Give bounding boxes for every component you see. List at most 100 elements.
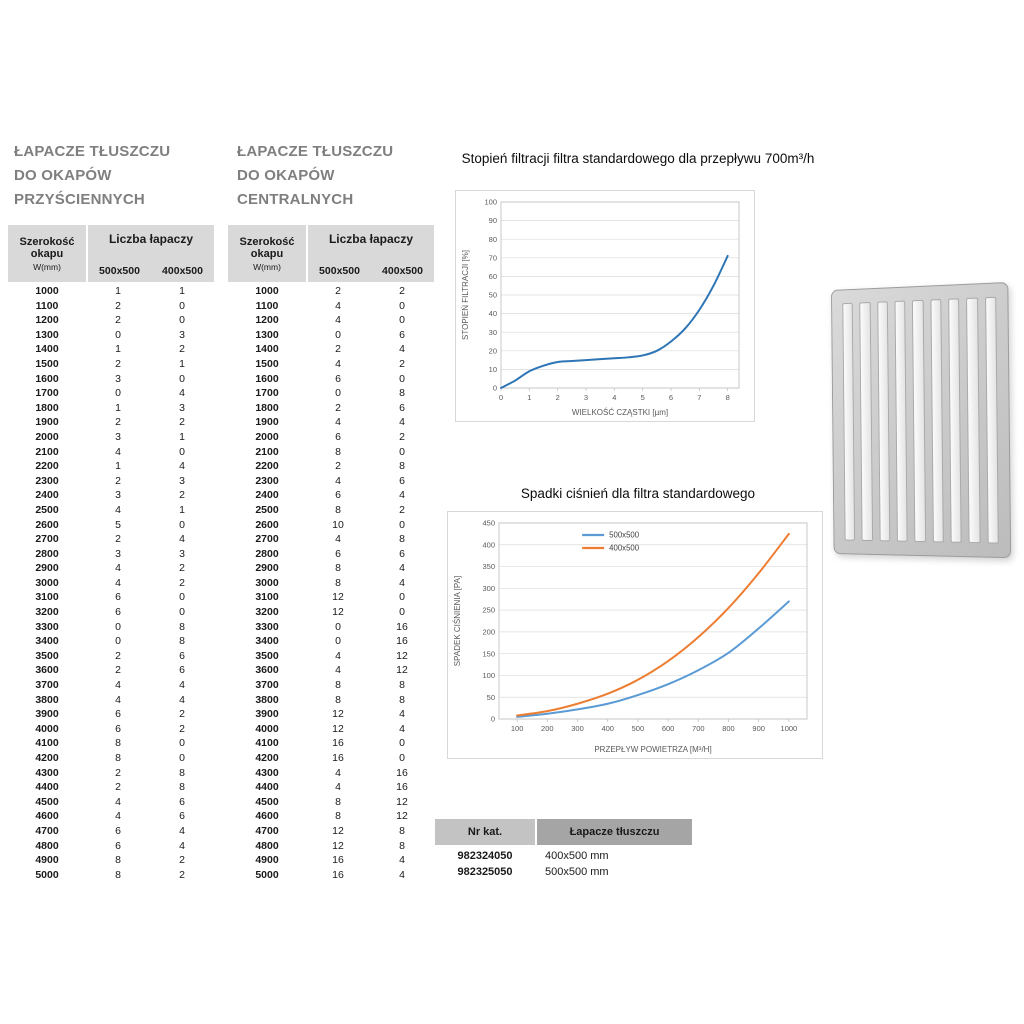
table-row: 4900 16 4 <box>228 853 434 868</box>
table-row: 2800 6 6 <box>228 547 434 562</box>
table-row: 1300 0 6 <box>228 328 434 343</box>
grease-filter-photo <box>830 281 1012 559</box>
table-row: 5000 8 2 <box>8 868 214 883</box>
svg-text:450: 450 <box>482 519 495 528</box>
table-cell: 2700 <box>35 533 59 546</box>
table-cell: 2 <box>115 649 121 662</box>
pressure-drop-chart-title: Spadki ciśnień dla filtra standardowego <box>520 486 756 501</box>
table-row: 3000 8 4 <box>228 576 434 591</box>
table-cell: 2 <box>115 416 121 429</box>
table-row: 2500 8 2 <box>228 503 434 518</box>
table-cell: 6 <box>115 591 121 604</box>
svg-text:50: 50 <box>489 291 497 300</box>
table-cell: 3500 <box>255 649 279 662</box>
filtration-chart-title: Stopień filtracji filtra standardowego d… <box>461 151 815 166</box>
table-cell: 2 <box>179 416 185 429</box>
table-cell: 0 <box>179 299 185 312</box>
table-row: 1300 0 3 <box>8 328 214 343</box>
filter-slat <box>876 301 891 542</box>
column-400x500: 400x500 <box>162 265 203 277</box>
table-cell: 3 <box>179 474 185 487</box>
svg-text:60: 60 <box>489 272 497 281</box>
table-cell: 4 <box>115 810 121 823</box>
table-row: 1100 4 0 <box>228 299 434 314</box>
table-cell: 5000 <box>255 868 279 881</box>
table-cell: 4 <box>115 576 121 589</box>
table-row: 4800 6 4 <box>8 839 214 854</box>
table-cell: 4600 <box>35 810 59 823</box>
table-cell: 3100 <box>255 591 279 604</box>
table-cell: 0 <box>179 752 185 764</box>
svg-text:400x500: 400x500 <box>609 544 640 553</box>
table-cell: 2 <box>335 343 341 356</box>
table-cell: 2 <box>399 430 405 443</box>
svg-text:0: 0 <box>491 715 495 724</box>
table-row: 3400 0 8 <box>8 634 214 649</box>
svg-text:8: 8 <box>726 393 730 402</box>
table-cell: 12 <box>396 664 408 677</box>
table-cell: 0 <box>115 328 121 341</box>
table-cell: 4 <box>115 679 121 692</box>
svg-text:1000: 1000 <box>781 724 798 733</box>
table-cell: 4500 <box>35 795 59 808</box>
table-row: 1900 4 4 <box>228 415 434 430</box>
table-row: 1500 4 2 <box>228 357 434 372</box>
table-row: 2300 2 3 <box>8 474 214 489</box>
table-row: 4100 16 0 <box>228 736 434 751</box>
svg-text:200: 200 <box>541 724 554 733</box>
svg-text:400: 400 <box>601 724 614 733</box>
table-cell: 8 <box>115 854 121 867</box>
table-row: 3800 4 4 <box>8 693 214 708</box>
table-cell: 6 <box>115 606 121 619</box>
table-cell: 4600 <box>255 810 279 823</box>
table-cell: 3800 <box>35 693 59 706</box>
svg-text:90: 90 <box>489 216 497 225</box>
table-cell: 6 <box>179 649 185 662</box>
svg-text:800: 800 <box>722 724 735 733</box>
table-cell: 8 <box>399 824 405 837</box>
table-cell: 3700 <box>255 679 279 692</box>
table-cell: 0 <box>179 372 185 385</box>
table-cell: 12 <box>332 708 344 721</box>
table-row: 3200 12 0 <box>228 605 434 620</box>
svg-text:350: 350 <box>482 562 495 571</box>
table-cell: 4 <box>335 299 341 312</box>
svg-text:400: 400 <box>482 540 495 549</box>
table-cell: 1 <box>115 343 121 356</box>
table-cell: 8 <box>335 795 341 808</box>
table-row: 2200 1 4 <box>8 459 214 474</box>
table-row: 2400 3 2 <box>8 488 214 503</box>
width-label: Szerokość okapu <box>239 235 295 261</box>
table-cell: 2 <box>179 576 185 589</box>
table-cell: 8 <box>399 679 405 692</box>
table-cell: 1 <box>179 503 185 516</box>
table-cell: 1 <box>179 430 185 443</box>
table-cell: 8 <box>335 576 341 589</box>
table-cell: 8 <box>335 810 341 823</box>
table-row: 2800 3 3 <box>8 547 214 562</box>
table-cell: 2900 <box>255 562 279 575</box>
table-cell: 8 <box>179 620 185 633</box>
table-cell: 12 <box>396 795 408 808</box>
table-cell: 2400 <box>255 489 279 502</box>
filter-slat <box>966 297 981 544</box>
table-cell: 1100 <box>35 299 59 312</box>
table-cell: 2200 <box>35 460 59 473</box>
table-cell: 4700 <box>255 824 279 837</box>
table-cell: 2 <box>399 285 405 297</box>
catalog-number-header: Nr kat. <box>435 819 535 845</box>
catalog-number-table: Nr kat. Łapacze tłuszczu 982324050 400x50… <box>435 819 692 880</box>
table-cell: 0 <box>179 445 185 458</box>
svg-text:80: 80 <box>489 235 497 244</box>
table-cell: 4 <box>335 649 341 662</box>
table-cell: 3 <box>115 489 121 502</box>
table-cell: 12 <box>396 810 408 823</box>
svg-text:1: 1 <box>527 393 531 402</box>
table-cell: 4 <box>115 503 121 516</box>
table-row: 3700 4 4 <box>8 678 214 693</box>
table-cell: 2 <box>179 854 185 867</box>
table-cell: 8 <box>335 562 341 575</box>
table-cell: 1 <box>115 285 121 297</box>
svg-text:WIELKOŚĆ CZĄSTKI [µm]: WIELKOŚĆ CZĄSTKI [µm] <box>572 408 668 417</box>
table-cell: 3700 <box>35 679 59 692</box>
